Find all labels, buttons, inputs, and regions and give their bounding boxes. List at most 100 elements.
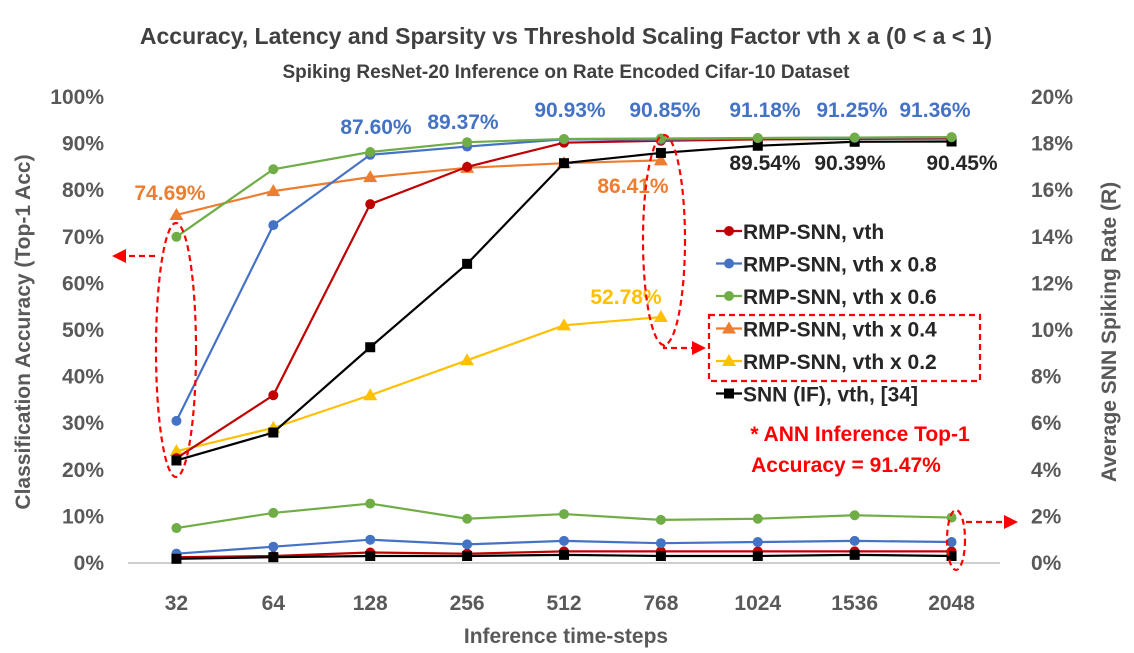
data-point: [171, 523, 182, 534]
data-point: [268, 427, 279, 438]
x-tick-label: 768: [643, 592, 678, 615]
y-left-tick-label: 80%: [62, 179, 104, 202]
plot-area: [169, 132, 957, 564]
series-line: [176, 159, 661, 217]
x-tick-label: 128: [353, 592, 388, 615]
axes: 32 64 128 256 512 768 1024 1536 2048 0% 10% 20% 30% 4…: [50, 86, 1073, 615]
data-point: [462, 258, 473, 269]
data-point: [752, 537, 763, 548]
arrow-left-head: [112, 249, 126, 263]
data-label: 87.60%: [340, 116, 412, 139]
rate-series-rmp-snn-vth-x-0-8: [171, 534, 957, 559]
data-point: [946, 537, 957, 548]
data-label: 90.45%: [926, 152, 998, 175]
y-right-tick-label: 8%: [1031, 366, 1062, 389]
highlight-box-legend: [707, 313, 982, 383]
y-left-tick-label: 100%: [50, 86, 104, 109]
data-point: [268, 552, 279, 563]
data-point: [365, 534, 376, 545]
data-point: [946, 551, 957, 562]
data-point: [460, 353, 475, 366]
legend-swatch-marker: [724, 226, 734, 236]
highlight-ellipse-left: [154, 221, 198, 479]
legend-item-rmp-snn-vth-x-0-4: RMP-SNN, vth x 0.4: [716, 319, 937, 342]
data-point: [169, 207, 184, 220]
legend: RMP-SNN, vth RMP-SNN, vth x 0.8 RMP-SNN, v…: [716, 221, 937, 407]
legend-label: RMP-SNN, vth x 0.4: [743, 319, 937, 342]
legend-swatch-marker: [724, 388, 734, 399]
y-left-tick-label: 70%: [62, 226, 104, 249]
data-point: [752, 513, 763, 524]
data-point: [365, 146, 376, 157]
highlight-ellipse-middle: [641, 133, 687, 347]
y-right-tick-label: 14%: [1031, 226, 1073, 249]
x-axis-label: Inference time-steps: [464, 625, 668, 648]
y-right-tick-label: 20%: [1031, 86, 1073, 109]
legend-swatch-marker: [722, 321, 736, 334]
data-point: [365, 199, 376, 210]
chart-title: Accuracy, Latency and Sparsity vs Thresh…: [140, 23, 992, 49]
data-point: [557, 318, 571, 331]
y-left-tick-label: 20%: [62, 459, 104, 482]
y-axis-right-label: Average SNN Spiking Rate (R): [1098, 182, 1121, 482]
data-point: [365, 342, 376, 353]
data-label: 74.69%: [134, 182, 206, 205]
data-point: [655, 551, 666, 562]
data-point: [462, 137, 473, 148]
x-tick-label: 32: [165, 592, 188, 615]
data-point: [462, 513, 473, 524]
data-point: [849, 535, 860, 546]
data-point: [946, 132, 957, 143]
legend-item-rmp-snn-vth-x-0-8: RMP-SNN, vth x 0.8: [716, 254, 937, 277]
data-label: 91.36%: [899, 99, 971, 122]
highlight-annotations: [112, 133, 1018, 572]
data-point: [655, 514, 666, 525]
arrow-middle-line: [662, 345, 693, 350]
data-point: [653, 310, 668, 323]
legend-item-snn-if-vth-34: SNN (IF), vth, [34]: [716, 384, 918, 407]
data-point: [268, 220, 279, 231]
data-point: [849, 549, 860, 560]
data-point: [268, 541, 279, 552]
ann-note-line2: Accuracy = 91.47%: [751, 454, 941, 477]
data-label: 52.78%: [590, 286, 662, 309]
data-point: [171, 415, 182, 426]
data-point: [268, 164, 279, 175]
data-point: [462, 551, 473, 562]
data-point: [752, 133, 763, 144]
rate-series-rmp-snn-vth-x-0-6: [171, 498, 957, 534]
y-right-tick-label: 6%: [1031, 412, 1062, 435]
y-right-tick-label: 0%: [1031, 552, 1062, 575]
data-point: [559, 133, 569, 144]
data-point: [363, 388, 378, 401]
series-line: [176, 315, 661, 453]
data-point: [655, 538, 666, 549]
legend-label: RMP-SNN, vth x 0.2: [743, 351, 937, 374]
ann-note-line1: * ANN Inference Top-1: [750, 423, 970, 446]
y-right-tick-label: 2%: [1031, 505, 1062, 528]
ann-accuracy-note: * ANN Inference Top-1 Accuracy = 91.47%: [750, 423, 970, 477]
data-point: [655, 133, 666, 144]
data-point: [559, 549, 569, 560]
y-right-tick-label: 4%: [1031, 459, 1062, 482]
data-point: [169, 444, 184, 457]
arrow-middle-head: [692, 341, 706, 355]
data-label: 91.18%: [729, 99, 801, 122]
data-point: [559, 535, 569, 546]
rate-series-snn-if-vth-34: [171, 549, 957, 564]
y-left-tick-label: 10%: [62, 505, 104, 528]
data-point: [365, 551, 376, 562]
legend-item-rmp-snn-vth: RMP-SNN, vth: [716, 221, 884, 244]
data-point: [171, 231, 182, 242]
data-point: [268, 507, 279, 518]
legend-swatch-marker: [724, 258, 734, 269]
legend-item-rmp-snn-vth-x-0-6: RMP-SNN, vth x 0.6: [716, 286, 937, 309]
x-tick-label: 1024: [734, 592, 781, 615]
legend-label: RMP-SNN, vth x 0.6: [743, 286, 937, 309]
data-point: [559, 158, 569, 169]
data-point: [171, 553, 182, 564]
data-point: [849, 510, 860, 521]
legend-label: SNN (IF), vth, [34]: [743, 384, 918, 407]
y-axis-left-label: Classification Accuracy (Top-1 Acc): [12, 154, 35, 509]
legend-label: RMP-SNN, vth: [743, 221, 884, 244]
